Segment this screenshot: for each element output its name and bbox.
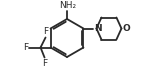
Text: F: F xyxy=(43,28,48,37)
Text: N: N xyxy=(94,24,102,33)
Text: F: F xyxy=(42,59,47,67)
Text: O: O xyxy=(122,24,130,33)
Text: NH₂: NH₂ xyxy=(59,2,77,10)
Text: F: F xyxy=(23,43,28,52)
